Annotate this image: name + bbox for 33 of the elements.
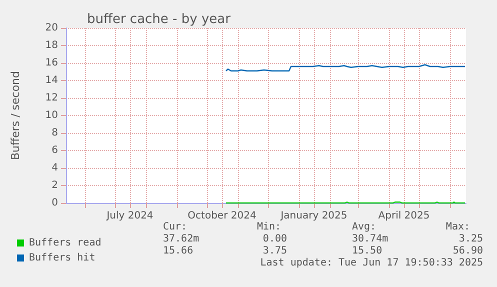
legend-label: Buffers read <box>29 238 102 248</box>
y-tick-label: 14 <box>45 75 58 86</box>
text: Last update: Tue Jun 17 19:50:33 2025 <box>260 258 484 268</box>
y-tick-label: 6 <box>52 145 58 156</box>
y-tick-label: 10 <box>45 110 58 121</box>
y-tick-label: 16 <box>45 58 58 68</box>
text: Cur: <box>163 222 188 232</box>
text: 0.00 <box>262 234 288 244</box>
y-tick-label: 12 <box>45 92 58 104</box>
text: Max: <box>446 222 470 232</box>
line-series <box>225 64 466 72</box>
text: Min: <box>257 222 282 232</box>
x-tick-label: October 2024 <box>188 210 256 222</box>
x-tick-label: April 2025 <box>378 210 430 222</box>
x-tick-label: July 2024 <box>106 210 154 222</box>
y-tick-label: 2 <box>52 180 58 191</box>
text: 30.74m <box>352 234 388 244</box>
y-tick-label: 18 <box>45 40 58 51</box>
text: 15.50 <box>352 246 382 256</box>
text: 56.90 <box>452 246 484 256</box>
y-tick-label: 8 <box>52 128 58 138</box>
text: 15.66 <box>163 246 194 256</box>
y-tick-label: 0 <box>52 198 58 208</box>
text: 37.62m <box>163 234 200 244</box>
chart-title: buffer cache - by year <box>87 12 232 27</box>
y-tick-label: 4 <box>52 162 58 174</box>
text: 3.75 <box>262 246 288 256</box>
text: Avg: <box>352 222 376 232</box>
x-tick-label: January 2025 <box>280 210 348 222</box>
text: 3.25 <box>458 234 484 244</box>
y-axis-title: Buffers / second <box>9 70 22 160</box>
legend-label: Buffers hit <box>29 252 96 264</box>
y-tick-label: 20 <box>45 22 58 34</box>
